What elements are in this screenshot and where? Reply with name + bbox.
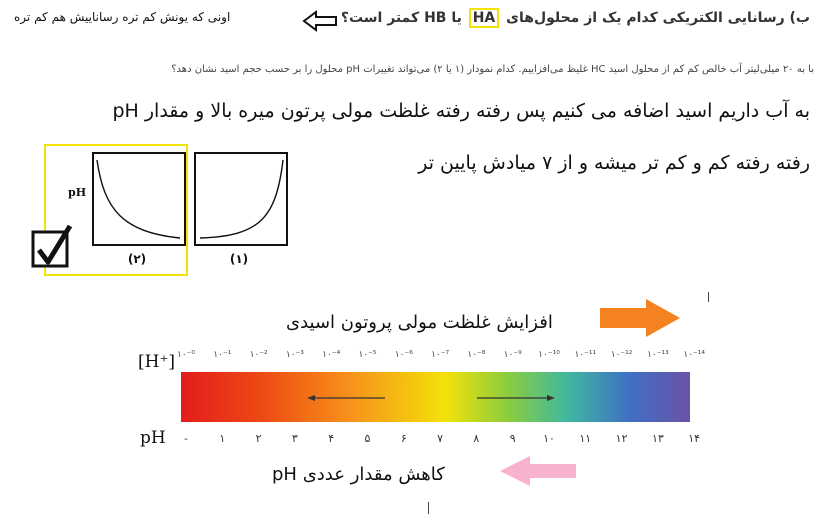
h-tick-label: ۱۰⁻⁴ xyxy=(322,350,341,360)
answer-line-2: رفته رفته کم و کم تر میشه و از ۷ میادش پ… xyxy=(418,152,810,174)
right-arrow-icon xyxy=(600,299,680,337)
ph-tick-label: ۶ xyxy=(400,432,407,445)
ph-tick-label: ۱ xyxy=(219,432,226,445)
h-tick-label: ۱۰⁻¹⁰ xyxy=(538,350,560,360)
ph-tick-label: ۷ xyxy=(437,432,444,445)
graph-1 xyxy=(194,152,288,246)
graph-2 xyxy=(92,152,186,246)
divider-tick-bottom xyxy=(428,502,429,514)
graph-y-axis-label: pH xyxy=(68,186,87,199)
h-tick-label: ۱۰⁻¹ xyxy=(213,350,232,360)
graph-1-curve xyxy=(199,159,284,239)
ph-axis-label: pH xyxy=(140,428,166,448)
ph-tick-label: ۴ xyxy=(328,432,335,445)
ph-tick-label: ۸ xyxy=(473,432,480,445)
answer-line-1: به آب داریم اسید اضافه می کنیم پس رفته ر… xyxy=(112,100,810,122)
h-tick-label: ۱۰⁻¹³ xyxy=(647,350,669,360)
ph-tick-label: ۱۰ xyxy=(543,432,555,445)
ph-tick-label: ۱۴ xyxy=(688,432,701,445)
checkmark-box-icon xyxy=(31,224,73,268)
h-tick-label: ۱۰⁻⁷ xyxy=(431,350,450,360)
ph-tick-label: ۱۳ xyxy=(651,432,664,445)
divider-tick-top xyxy=(708,292,709,302)
ph-spectrum-bar xyxy=(181,372,690,422)
answer-comment: اونی که یونش کم تره رساناییش هم کم تره xyxy=(14,10,231,24)
ph-tick-label: ۱۱ xyxy=(579,432,592,445)
h-tick-label: ۱۰⁻⁶ xyxy=(394,350,413,360)
ph-tick-label: ۵ xyxy=(364,432,371,445)
graph-2-caption: (۲) xyxy=(127,252,147,266)
h-ion-label: [H⁺] xyxy=(138,352,176,372)
h-tick-label: ۱۰⁻¹² xyxy=(610,350,633,360)
question-text-before: ب) رسانایی الکتریکی کدام یک از محلول‌های xyxy=(506,10,810,26)
ph-tick-label: ۲ xyxy=(255,432,262,445)
h-tick-label: ۱۰⁻⁸ xyxy=(467,350,486,360)
ph-tick-label: ۹ xyxy=(509,432,516,445)
ph-tick-label: ۳ xyxy=(291,432,298,445)
h-tick-label: ۱۰⁻⁹ xyxy=(503,350,522,360)
h-tick-label: ۱۰⁻³ xyxy=(285,350,304,360)
h-tick-label: ۱۰⁻¹¹ xyxy=(574,350,597,360)
decrease-ph-label: کاهش مقدار عددی pH xyxy=(272,464,445,485)
bar-arrows xyxy=(307,395,555,401)
graph-1-caption: (۱) xyxy=(229,252,249,266)
question-line: ب) رسانایی الکتریکی کدام یک از محلول‌های… xyxy=(341,8,810,28)
left-arrow-icon xyxy=(302,10,337,32)
ph-tick-label: - xyxy=(184,432,188,445)
h-tick-label: ۱۰⁻⁵ xyxy=(358,350,377,360)
h-tick-label: ۱۰⁻¹⁴ xyxy=(683,350,705,360)
increase-proton-label: افزایش غلظت مولی پروتون اسیدی xyxy=(286,312,553,333)
question-text-after: یا HB کمتر است؟ xyxy=(340,10,462,26)
sub-question: با به ۲۰ میلی‌لیتر آب خالص کم کم از محلو… xyxy=(171,64,814,75)
ph-tick-label: ۱۲ xyxy=(615,432,628,445)
left-arrow-icon xyxy=(500,456,576,486)
selected-graph-highlight xyxy=(44,144,188,276)
h-tick-label: ۱۰⁻⁰ xyxy=(176,350,196,360)
graph-2-curve xyxy=(96,159,181,239)
ha-highlight: HA xyxy=(468,8,500,28)
h-tick-label: ۱۰⁻² xyxy=(249,350,268,360)
